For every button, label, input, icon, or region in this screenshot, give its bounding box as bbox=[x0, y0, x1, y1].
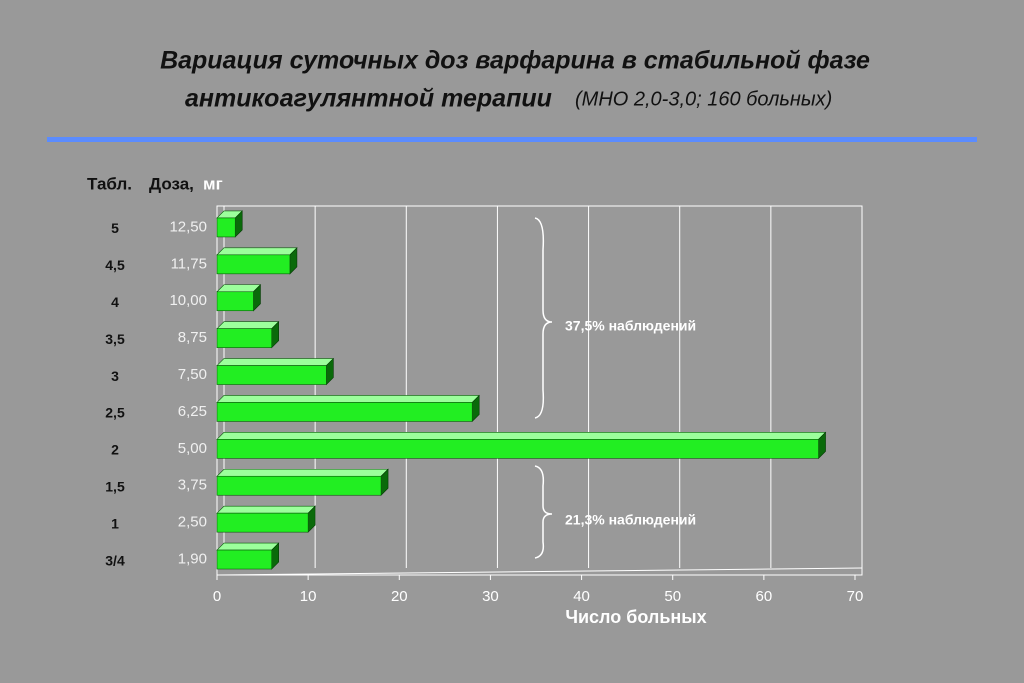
x-axis bbox=[216, 567, 863, 576]
x-tick-label: 30 bbox=[482, 588, 499, 605]
bar-top bbox=[216, 358, 335, 366]
x-tick-label: 50 bbox=[664, 588, 681, 605]
y-label-tablets: Табл. bbox=[87, 174, 132, 193]
bar-top bbox=[216, 247, 298, 256]
bar bbox=[216, 328, 272, 348]
y-tick-label: 6,25 bbox=[178, 403, 207, 420]
y-tick-label: 3,75 bbox=[178, 477, 207, 494]
tablet-label: 3 bbox=[111, 368, 119, 384]
y-tick-label: 7,50 bbox=[178, 366, 207, 383]
bar bbox=[216, 475, 382, 496]
y-tick-label: 12,50 bbox=[169, 218, 207, 235]
x-tick-label: 70 bbox=[847, 588, 864, 605]
tablet-label: 2 bbox=[111, 442, 119, 458]
chart-subtitle: (МНО 2,0-3,0; 160 больных) bbox=[575, 88, 832, 110]
bar-top bbox=[216, 284, 262, 293]
x-tick-label: 40 bbox=[573, 588, 590, 605]
y-label-unit: мг bbox=[203, 174, 223, 193]
brace bbox=[534, 217, 553, 419]
bar-top bbox=[216, 395, 480, 403]
bar bbox=[216, 549, 272, 570]
y-tick-label: 8,75 bbox=[178, 329, 207, 346]
bar-top bbox=[216, 505, 316, 514]
bar bbox=[216, 365, 327, 385]
annotation: 37,5% наблюдений bbox=[565, 318, 696, 334]
bar-top bbox=[216, 321, 280, 329]
x-axis-label: Число больных bbox=[565, 607, 706, 627]
bar bbox=[216, 217, 236, 238]
tablet-label: 4,5 bbox=[105, 257, 125, 273]
tablet-label: 4 bbox=[111, 294, 119, 310]
x-tick-label: 0 bbox=[213, 588, 221, 605]
tablet-label: 1,5 bbox=[105, 478, 125, 494]
tablet-label: 3/4 bbox=[105, 552, 125, 568]
x-tick-label: 60 bbox=[756, 588, 773, 605]
tablet-label: 2,5 bbox=[105, 405, 125, 421]
tablet-label: 1 bbox=[111, 515, 119, 531]
tablet-label: 3,5 bbox=[105, 331, 125, 347]
annotation: 21,3% наблюдений bbox=[565, 512, 696, 528]
bar bbox=[216, 291, 254, 312]
bar-top bbox=[216, 542, 280, 551]
bar bbox=[216, 402, 473, 422]
bar bbox=[216, 439, 819, 459]
x-tick-label: 20 bbox=[391, 588, 408, 605]
bar-top bbox=[216, 432, 827, 440]
y-tick-label: 5,00 bbox=[178, 440, 207, 457]
y-tick-label: 1,90 bbox=[178, 551, 207, 568]
chart-title: Вариация суточных доз варфарина в стабил… bbox=[160, 47, 870, 75]
separator bbox=[47, 137, 977, 142]
bar-top bbox=[216, 468, 389, 477]
chart-title-line2: антикоагулянтной терапии bbox=[185, 85, 552, 113]
tablet-label: 5 bbox=[111, 220, 119, 236]
x-tick-label: 10 bbox=[300, 588, 317, 605]
y-tick-label: 2,50 bbox=[178, 514, 207, 531]
y-tick-label: 11,75 bbox=[171, 255, 207, 272]
y-tick-label: 10,00 bbox=[169, 292, 207, 309]
bar bbox=[216, 512, 309, 533]
brace bbox=[534, 465, 553, 559]
bar bbox=[216, 254, 291, 275]
y-label: Доза, bbox=[149, 174, 194, 193]
